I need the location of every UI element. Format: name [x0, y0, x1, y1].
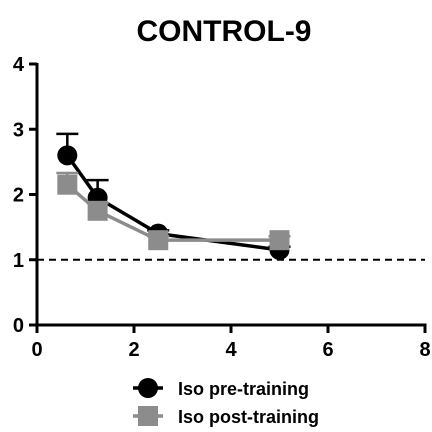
data-point-2-1 [57, 174, 78, 195]
y-tick-label-2: 2 [13, 185, 24, 207]
legend-item-1: Iso pre-training [133, 378, 309, 399]
data-point-2-2 [87, 200, 108, 221]
legend: Iso pre-training Iso post-training [133, 378, 319, 427]
y-tick-label-0: 0 [13, 315, 24, 337]
legend-label-1: Iso pre-training [178, 379, 309, 399]
series-line-2 [66, 183, 280, 242]
x-tick-label-0: 0 [31, 339, 42, 361]
legend-marker-2 [138, 406, 158, 426]
x-tick-label-6: 6 [322, 339, 333, 361]
legend-label-2: Iso post-training [178, 407, 319, 427]
y-tick-label-4: 4 [13, 54, 25, 76]
data-point-1-1 [57, 145, 78, 166]
chart-title: CONTROL-9 [137, 15, 312, 48]
data-point-2-4 [269, 230, 290, 251]
x-tick-label-4: 4 [225, 339, 237, 361]
x-tick-label-8: 8 [419, 339, 430, 361]
data-point-2-3 [148, 230, 169, 251]
x-tick-label-2: 2 [128, 339, 139, 361]
series-layer [56, 132, 291, 260]
legend-item-2: Iso post-training [133, 406, 319, 427]
axes: 0 1 2 3 4 0 2 4 6 8 [13, 54, 431, 361]
legend-marker-1 [138, 378, 158, 398]
y-tick-label-1: 1 [13, 250, 24, 272]
series-2 [56, 171, 291, 251]
y-tick-label-3: 3 [13, 119, 24, 141]
